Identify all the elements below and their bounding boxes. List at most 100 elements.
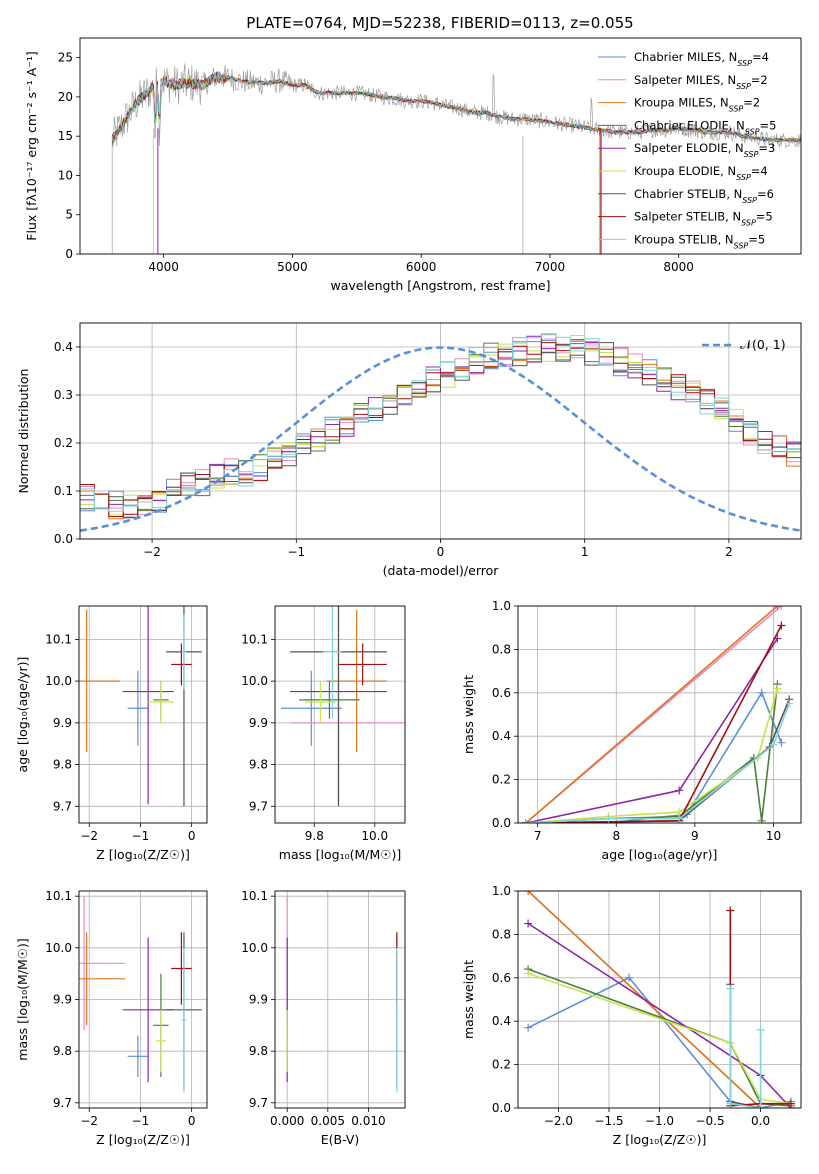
point-kroupa-elodie bbox=[155, 1009, 167, 1072]
x-tick-label: 2 bbox=[725, 545, 733, 559]
series-marker bbox=[524, 891, 533, 895]
axes-frame bbox=[274, 890, 406, 1109]
point-kroupa-stelib bbox=[181, 614, 187, 690]
point-kroupa-miles bbox=[79, 610, 120, 753]
series-marker bbox=[777, 621, 786, 630]
point-kroupa-stelib bbox=[181, 947, 187, 1093]
axes-frame bbox=[274, 605, 406, 824]
histogram-chabrier-elodie bbox=[80, 342, 801, 511]
point-marker bbox=[137, 707, 139, 710]
point-kroupa-miles bbox=[79, 932, 126, 1026]
x-tick-label: 1 bbox=[581, 545, 589, 559]
axes-frame bbox=[79, 37, 802, 255]
y-tick-label: 10.1 bbox=[241, 632, 268, 646]
legend-entry: 𝒩(0, 1) bbox=[740, 337, 786, 352]
plot-area bbox=[79, 896, 202, 1093]
y-tick-label: 15 bbox=[58, 129, 73, 143]
y-tick-label: 0.0 bbox=[492, 816, 511, 830]
plot-area bbox=[281, 606, 405, 807]
plot-area bbox=[79, 606, 202, 807]
y-tick-label: 10.0 bbox=[45, 674, 72, 688]
y-tick-label: 9.8 bbox=[53, 758, 72, 772]
point-salpeter-elodie bbox=[122, 606, 174, 805]
y-axis-label: mass weight bbox=[461, 675, 476, 754]
y-tick-label: 25 bbox=[58, 51, 73, 65]
legend: Chabrier MILES, NSSP=4 Salpeter MILES, NS… bbox=[598, 50, 776, 250]
panel-residuals: −2 −1 0 1 2 0.0 0.1 0.2 0.3 0.4 (data-model)/error… bbox=[16, 322, 802, 578]
point-salpeter-miles bbox=[79, 896, 126, 1031]
legend-entry: Salpeter STELIB, NSSP=5 bbox=[634, 210, 773, 228]
y-tick-label: 10.1 bbox=[45, 632, 72, 646]
x-tick-label: 10.0 bbox=[361, 829, 388, 843]
y-tick-label: 0.1 bbox=[54, 484, 73, 498]
x-tick-label: 8 bbox=[612, 829, 620, 843]
series-line bbox=[527, 972, 792, 1105]
x-tick-label: 0 bbox=[437, 545, 445, 559]
point-salpeter-miles bbox=[83, 722, 85, 724]
y-tick-label: 9.9 bbox=[249, 993, 268, 1007]
x-tick-label: 0.0 bbox=[751, 1114, 770, 1128]
x-tick-label: 5000 bbox=[277, 260, 308, 274]
y-tick-label: 0.6 bbox=[492, 686, 511, 700]
y-tick-label: 10.0 bbox=[241, 674, 268, 688]
series-line bbox=[525, 703, 790, 823]
x-tick-label: 0 bbox=[188, 829, 196, 843]
point-marker bbox=[85, 978, 88, 980]
x-tick-label: 4000 bbox=[148, 260, 179, 274]
x-axis-label: Z [log₁₀(Z/Z☉)] bbox=[613, 1132, 707, 1147]
legend-entry: Chabrier STELIB, NSSP=6 bbox=[634, 187, 774, 205]
y-tick-label: 20 bbox=[58, 90, 73, 104]
x-axis-label: mass [log₁₀(M/M☉)] bbox=[279, 847, 401, 862]
series-marker bbox=[726, 1099, 735, 1108]
x-tick-label: 9.8 bbox=[305, 829, 324, 843]
legend-entry: Salpeter MILES, NSSP=2 bbox=[634, 73, 768, 91]
y-tick-label: 0.3 bbox=[54, 388, 73, 402]
axes-frame bbox=[517, 890, 802, 1109]
series-marker bbox=[756, 1104, 765, 1108]
point-salpeter-elodie bbox=[122, 937, 174, 1083]
x-tick-label: 7 bbox=[534, 829, 542, 843]
plot-area bbox=[286, 896, 398, 1093]
point-marker bbox=[180, 663, 183, 666]
point-marker bbox=[180, 967, 183, 970]
y-axis-label: mass [log₁₀(M/M☉)] bbox=[15, 938, 30, 1060]
legend-entry: Kroupa STELIB, NSSP=5 bbox=[634, 232, 765, 250]
plot-area bbox=[111, 63, 801, 254]
normal-curve bbox=[80, 346, 801, 532]
point-kroupa-elodie bbox=[148, 681, 174, 723]
x-tick-label: 7000 bbox=[535, 260, 566, 274]
series-chabrier-miles bbox=[521, 688, 786, 823]
series-marker bbox=[757, 688, 766, 697]
histogram-kroupa-miles bbox=[80, 333, 801, 520]
series-marker bbox=[777, 606, 786, 610]
y-tick-label: 1.0 bbox=[492, 599, 511, 613]
x-tick-label: −1.5 bbox=[594, 1114, 623, 1128]
series-marker bbox=[769, 740, 778, 749]
point-marker bbox=[147, 1009, 149, 1011]
x-tick-label: 0.005 bbox=[311, 1114, 345, 1128]
series-marker bbox=[604, 814, 613, 823]
legend-entry: Kroupa MILES, NSSP=2 bbox=[634, 96, 760, 114]
y-tick-label: 10.0 bbox=[45, 941, 72, 955]
x-tick-label: 9 bbox=[691, 829, 699, 843]
point-marker bbox=[160, 1040, 162, 1042]
y-tick-label: 10.0 bbox=[241, 941, 268, 955]
point-marker bbox=[286, 1040, 288, 1042]
series-marker bbox=[726, 906, 735, 915]
series-marker bbox=[757, 816, 766, 823]
point-chabrier-miles bbox=[127, 1035, 149, 1077]
panel-weight-vs-Z: −2.0 −1.5 −1.0 −0.5 0.0 0.0 0.2 0.4 0.6 0.8 1.0 Z [… bbox=[461, 884, 802, 1147]
x-axis-label: (data-model)/error bbox=[383, 563, 500, 578]
series-kroupa-miles bbox=[521, 606, 782, 823]
y-tick-label: 0 bbox=[65, 247, 73, 261]
axes-frame bbox=[78, 605, 208, 824]
y-tick-label: 0.8 bbox=[492, 927, 511, 941]
y-tick-label: 0.2 bbox=[54, 436, 73, 450]
x-tick-label: −2 bbox=[80, 1114, 98, 1128]
x-tick-label: 0.010 bbox=[351, 1114, 385, 1128]
y-axis-label: age [log₁₀(age/yr)] bbox=[15, 657, 30, 773]
x-axis-label: E(B-V) bbox=[321, 1132, 360, 1147]
series-marker bbox=[773, 684, 782, 693]
